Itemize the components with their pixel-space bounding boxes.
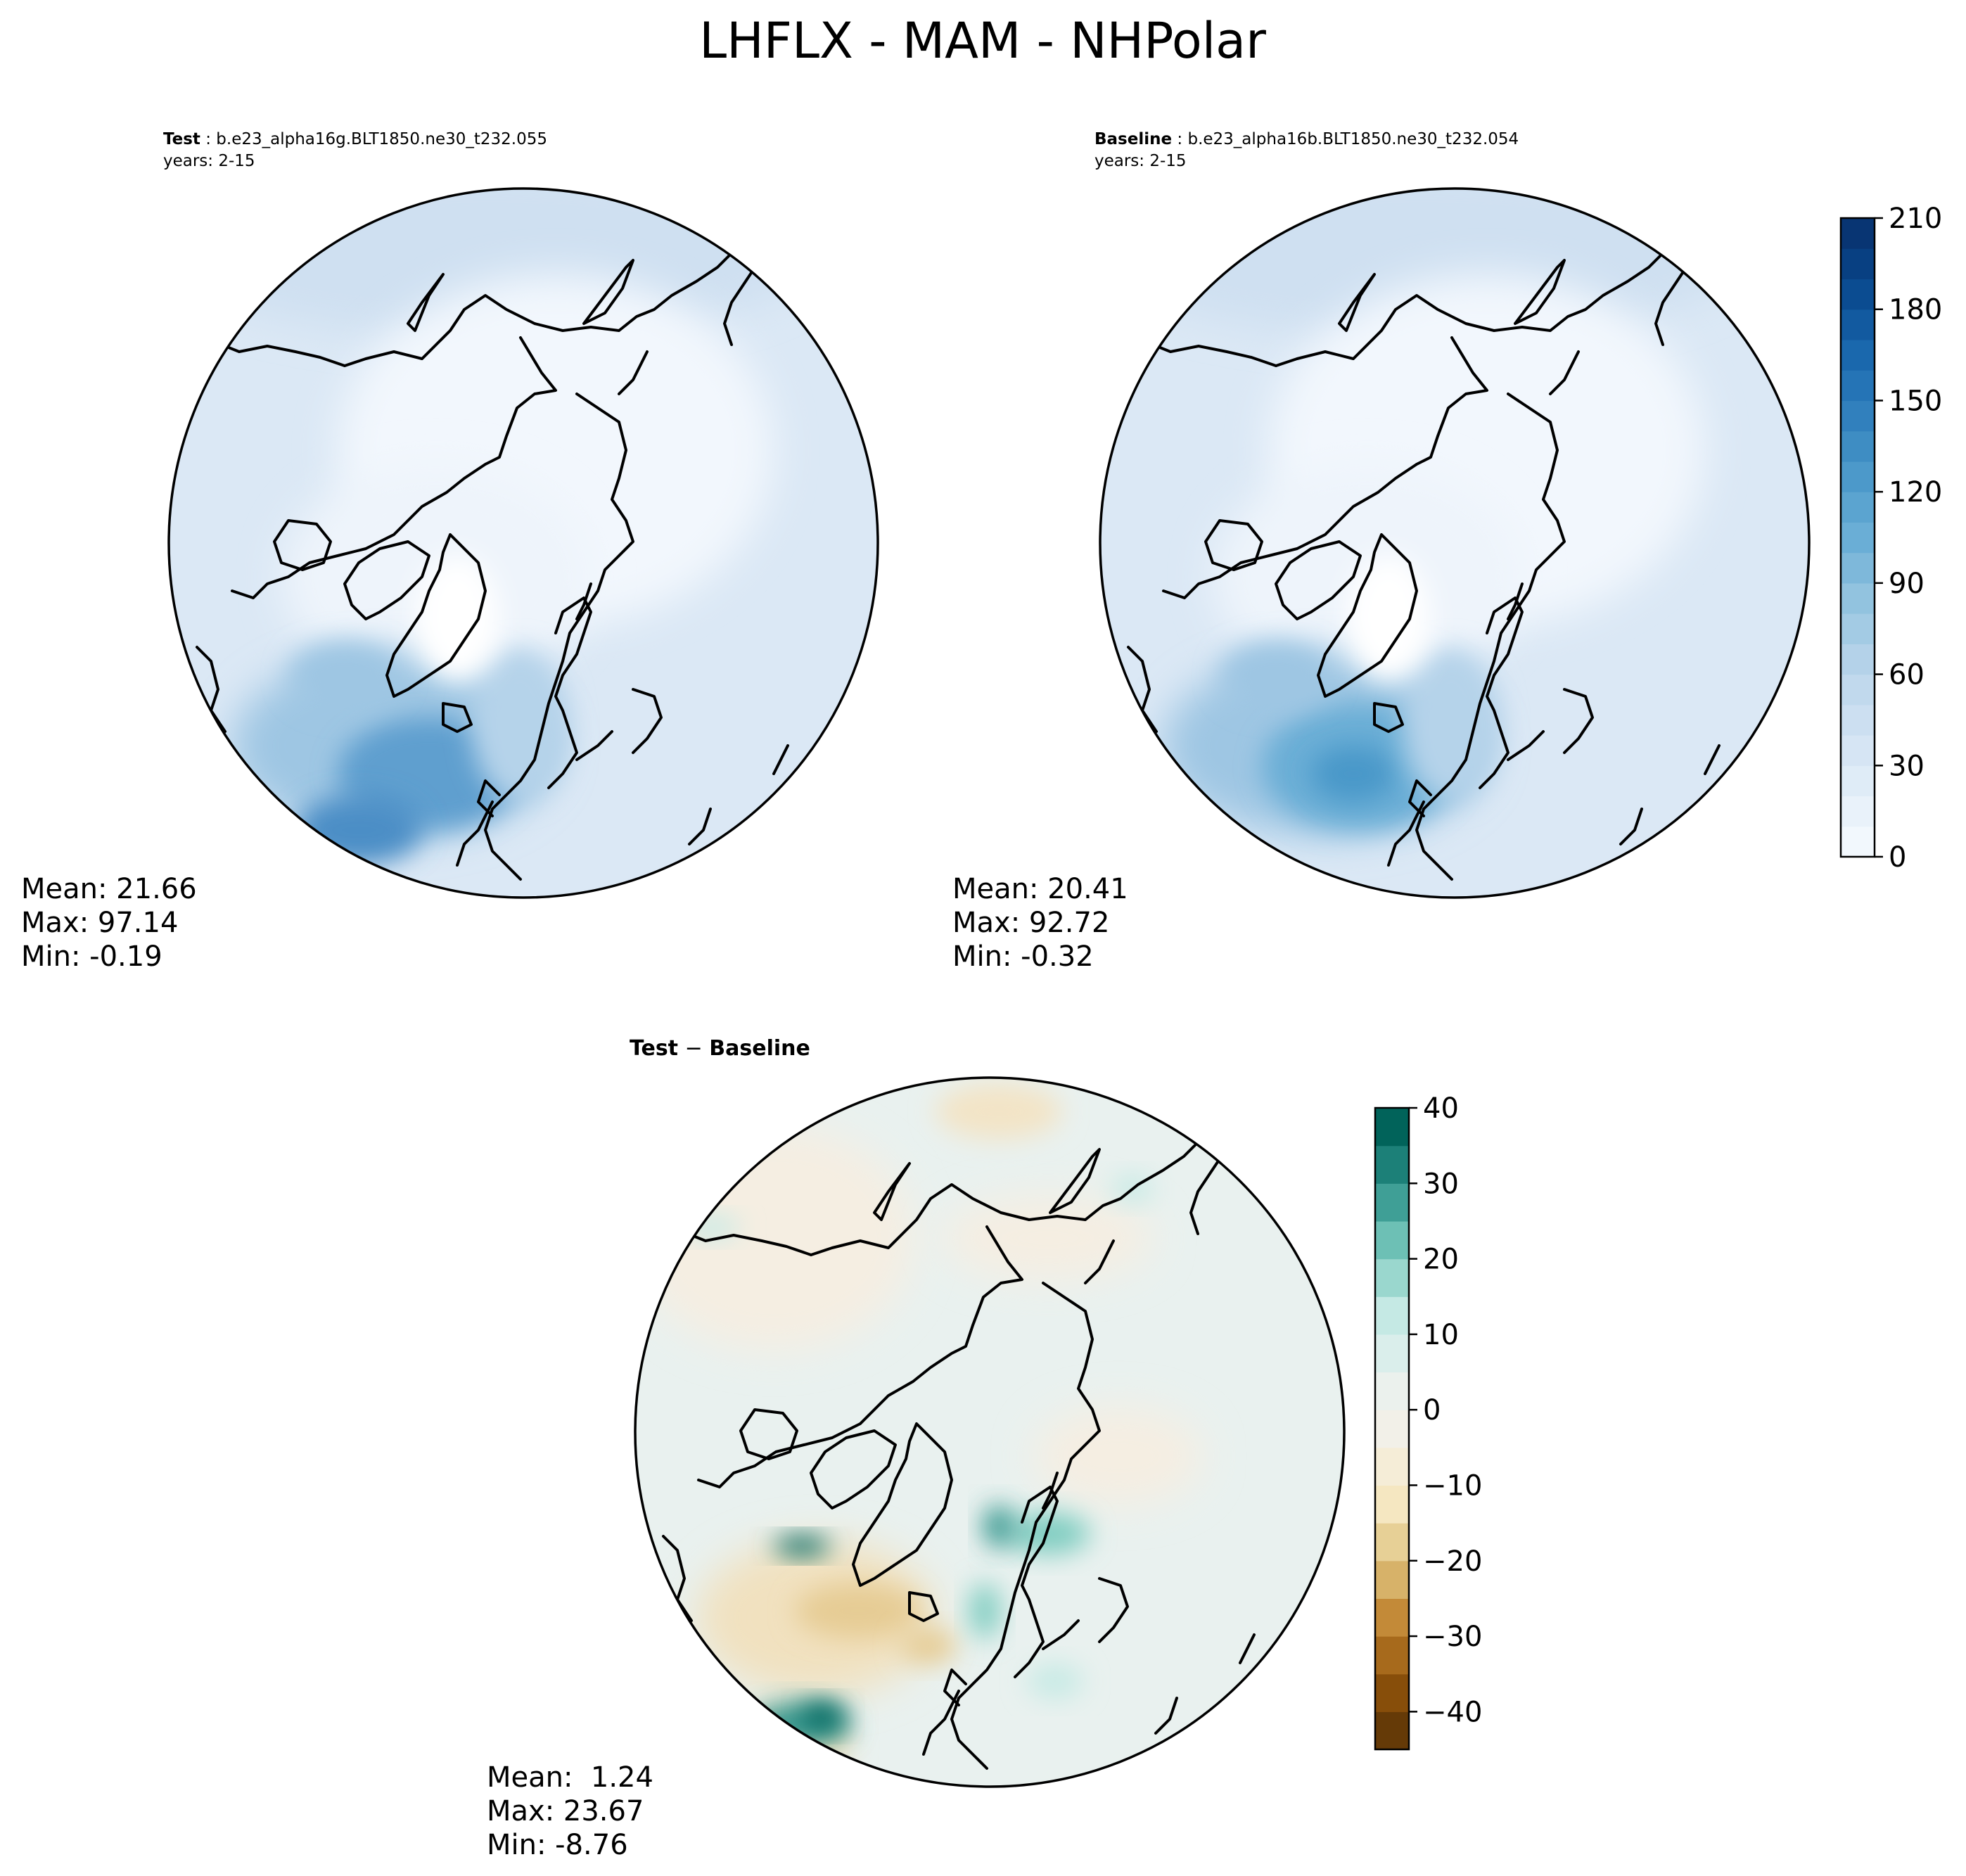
figure-title: LHFLX - MAM - NHPolar bbox=[699, 12, 1266, 70]
difference-max: Max: 23.67 bbox=[487, 1795, 644, 1827]
colorbar-blues-tick-label: 180 bbox=[1889, 294, 1942, 326]
colorbar-brbg-level bbox=[1375, 1372, 1409, 1410]
colorbar-blues-frame bbox=[1839, 217, 1876, 858]
colorbar-brbg-tick-label: 10 bbox=[1423, 1319, 1459, 1351]
baseline-years-label: years: 2-15 bbox=[1094, 152, 1187, 170]
colorbar-blues-level bbox=[1841, 644, 1875, 675]
panel-baseline: Baseline : b.e23_alpha16b.BLT1850.ne30_t… bbox=[952, 130, 1811, 973]
colorbar-brbg-level bbox=[1375, 1258, 1409, 1297]
baseline-map-boundary bbox=[1099, 187, 1811, 899]
panel-baseline-label: Baseline : b.e23_alpha16b.BLT1850.ne30_t… bbox=[1094, 130, 1519, 148]
colorbar-brbg-level bbox=[1375, 1183, 1409, 1222]
test-years-label: years: 2-15 bbox=[163, 152, 255, 170]
colorbar-brbg-tick-label: −20 bbox=[1423, 1545, 1482, 1578]
colorbar-brbg-level bbox=[1375, 1410, 1409, 1448]
colorbar-blues-level bbox=[1841, 218, 1875, 249]
colorbar-blues-level bbox=[1841, 400, 1875, 432]
colorbar-blues-level bbox=[1841, 674, 1875, 706]
panel-difference: Test − Baseline bbox=[487, 1036, 1346, 1861]
difference-label-test: Test bbox=[630, 1036, 678, 1061]
colorbar-blues-level bbox=[1841, 735, 1875, 766]
colorbar-blues-level bbox=[1841, 461, 1875, 492]
baseline-mean: Mean: 20.41 bbox=[952, 873, 1128, 905]
colorbar-brbg-level bbox=[1375, 1334, 1409, 1373]
colorbar-blues-level bbox=[1841, 279, 1875, 310]
test-mean: Mean: 21.66 bbox=[21, 873, 197, 905]
panel-test-label: Test : b.e23_alpha16g.BLT1850.ne30_t232.… bbox=[163, 130, 547, 148]
colorbar-brbg-level bbox=[1375, 1447, 1409, 1486]
colorbar-blues-level bbox=[1841, 370, 1875, 402]
colorbar-blues-tick-label: 0 bbox=[1889, 841, 1906, 874]
colorbar-brbg-level bbox=[1375, 1598, 1409, 1637]
colorbar-brbg-level bbox=[1375, 1711, 1409, 1750]
test-map bbox=[169, 189, 878, 898]
baseline-map bbox=[1100, 189, 1809, 898]
colorbar-brbg-tick-label: 20 bbox=[1423, 1244, 1459, 1276]
colorbar-brbg-frame bbox=[1374, 1106, 1410, 1751]
colorbar-brbg-level bbox=[1375, 1220, 1409, 1260]
test-min: Min: -0.19 bbox=[21, 940, 162, 973]
colorbar-blues-tick-label: 210 bbox=[1889, 203, 1942, 235]
colorbar-blues-tick-label: 120 bbox=[1889, 476, 1942, 509]
colorbar-blues-level bbox=[1841, 613, 1875, 644]
colorbar-brbg-level bbox=[1375, 1108, 1409, 1147]
colorbar-blues: 0 30 60 90 120 150 180 210 bbox=[1839, 203, 1942, 874]
difference-label: Test − Baseline bbox=[630, 1036, 810, 1061]
colorbar-blues-level bbox=[1841, 796, 1875, 827]
colorbar-blues-level bbox=[1841, 522, 1875, 554]
colorbar-blues-level bbox=[1841, 704, 1875, 736]
colorbar-blues-level bbox=[1841, 430, 1875, 462]
colorbar-blues-tick-label: 150 bbox=[1889, 385, 1942, 417]
baseline-min: Min: -0.32 bbox=[952, 940, 1094, 973]
colorbar-brbg: −40 −30 −20 −10 0 10 20 30 40 bbox=[1374, 1092, 1482, 1751]
colorbar-blues-level bbox=[1841, 552, 1875, 584]
difference-map bbox=[635, 1078, 1344, 1787]
baseline-label-bold: Baseline bbox=[1094, 130, 1172, 148]
colorbar-blues-tick-label: 60 bbox=[1889, 659, 1924, 691]
baseline-case-name: b.e23_alpha16b.BLT1850.ne30_t232.054 bbox=[1187, 130, 1519, 148]
difference-mean: Mean: 1.24 bbox=[487, 1761, 653, 1794]
difference-map-boundary bbox=[634, 1076, 1346, 1788]
colorbar-brbg-tick-label: −30 bbox=[1423, 1621, 1482, 1653]
colorbar-brbg-level bbox=[1375, 1485, 1409, 1524]
baseline-max: Max: 92.72 bbox=[952, 907, 1109, 939]
colorbar-brbg-level bbox=[1375, 1560, 1409, 1600]
colorbar-brbg-tick-label: 40 bbox=[1423, 1092, 1459, 1125]
colorbar-blues-tick-label: 30 bbox=[1889, 750, 1924, 782]
colorbar-brbg-tick-label: 30 bbox=[1423, 1168, 1459, 1200]
colorbar-brbg-tick-label: 0 bbox=[1423, 1394, 1441, 1427]
panel-test: Test : b.e23_alpha16g.BLT1850.ne30_t232.… bbox=[21, 130, 879, 973]
difference-coastlines bbox=[662, 1106, 1256, 1770]
colorbar-blues-level bbox=[1841, 309, 1875, 340]
colorbar-brbg-level bbox=[1375, 1523, 1409, 1562]
colorbar-blues-level bbox=[1841, 492, 1875, 523]
colorbar-brbg-tick-label: −40 bbox=[1423, 1696, 1482, 1728]
colorbar-blues-level bbox=[1841, 826, 1875, 857]
test-case-name: b.e23_alpha16g.BLT1850.ne30_t232.055 bbox=[216, 130, 547, 148]
colorbar-brbg-level bbox=[1375, 1673, 1409, 1712]
baseline-coastlines bbox=[1127, 217, 1721, 881]
colorbar-brbg-level bbox=[1375, 1296, 1409, 1335]
colorbar-blues-level bbox=[1841, 248, 1875, 280]
colorbar-blues-level bbox=[1841, 339, 1875, 371]
difference-label-baseline: Baseline bbox=[709, 1036, 810, 1061]
colorbar-brbg-level bbox=[1375, 1636, 1409, 1675]
colorbar-brbg-level bbox=[1375, 1145, 1409, 1184]
colorbar-blues-level bbox=[1841, 582, 1875, 614]
colorbar-brbg-tick-label: −10 bbox=[1423, 1469, 1482, 1502]
colorbar-blues-tick-label: 90 bbox=[1889, 568, 1924, 600]
difference-label-minus: − bbox=[685, 1036, 703, 1061]
colorbar-blues-level bbox=[1841, 765, 1875, 797]
test-label-bold: Test bbox=[163, 130, 200, 148]
difference-min: Min: -8.76 bbox=[487, 1829, 628, 1861]
test-map-boundary bbox=[167, 187, 879, 899]
test-max: Max: 97.14 bbox=[21, 907, 178, 939]
